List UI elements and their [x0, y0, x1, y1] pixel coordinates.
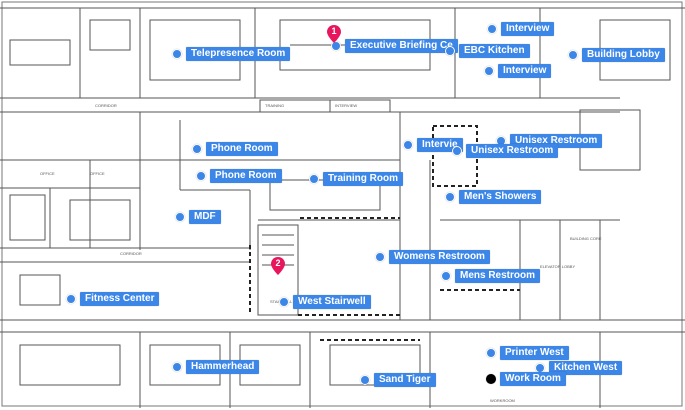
- pin-training-room[interactable]: Training Room: [309, 172, 403, 186]
- pin-work-room[interactable]: Work Room: [486, 372, 566, 386]
- location-dot-icon: [375, 252, 385, 262]
- pin-interview-2[interactable]: Interview: [484, 64, 552, 78]
- map-marker-1[interactable]: 1: [327, 25, 341, 43]
- location-dot-icon: [172, 362, 182, 372]
- location-dot-icon: [172, 49, 182, 59]
- pin-label: Men's Showers: [459, 190, 542, 204]
- svg-text:ELEVATOR LOBBY: ELEVATOR LOBBY: [540, 264, 575, 269]
- pin-west-stairwell[interactable]: West Stairwell: [279, 295, 371, 309]
- pin-label: West Stairwell: [293, 295, 371, 309]
- location-dot-icon: [484, 66, 494, 76]
- location-dot-icon: [486, 348, 496, 358]
- location-dot-icon: [403, 140, 413, 150]
- svg-text:TRAINING: TRAINING: [265, 103, 284, 108]
- pin-label: Fitness Center: [80, 292, 160, 306]
- pin-label: Printer West: [500, 346, 569, 360]
- location-dot-icon: [452, 146, 462, 156]
- pin-executive-briefing[interactable]: Executive Briefing Ce: [331, 39, 458, 53]
- location-dot-icon: [66, 294, 76, 304]
- pin-label: MDF: [189, 210, 221, 224]
- pin-label: Building Lobby: [582, 48, 665, 62]
- pin-building-lobby[interactable]: Building Lobby: [568, 48, 665, 62]
- location-dot-icon: [279, 297, 289, 307]
- pin-fitness-center[interactable]: Fitness Center: [66, 292, 160, 306]
- pin-hammerhead[interactable]: Hammerhead: [172, 360, 260, 374]
- map-pin-icon: [271, 257, 285, 275]
- pin-label: Hammerhead: [186, 360, 260, 374]
- location-dot-icon: [568, 50, 578, 60]
- pin-mens-showers[interactable]: Men's Showers: [445, 190, 542, 204]
- pin-unisex-restroom-2[interactable]: Unisex Restroom: [452, 144, 559, 158]
- location-dot-icon: [445, 192, 455, 202]
- svg-text:CORRIDOR: CORRIDOR: [95, 103, 117, 108]
- pin-phone-room-2[interactable]: Phone Room: [196, 169, 282, 183]
- pin-printer-west[interactable]: Printer West: [486, 346, 569, 360]
- pin-womens-restroom[interactable]: Womens Restroom: [375, 250, 490, 264]
- pin-label: Interview: [501, 22, 555, 36]
- pin-label: Phone Room: [210, 169, 282, 183]
- svg-text:BUILDING CORE: BUILDING CORE: [570, 236, 602, 241]
- pin-label: Executive Briefing Ce: [345, 39, 458, 53]
- pin-label: Telepresence Room: [186, 47, 291, 61]
- pin-mdf[interactable]: MDF: [175, 210, 221, 224]
- location-dot-icon: [441, 271, 451, 281]
- pin-label: Womens Restroom: [389, 250, 490, 264]
- marker-number: 2: [275, 258, 281, 268]
- location-dot-icon: [309, 174, 319, 184]
- location-dot-icon: [360, 375, 370, 385]
- location-dot-icon: [175, 212, 185, 222]
- pin-label: Mens Restroom: [455, 269, 541, 283]
- svg-text:INTERVIEW: INTERVIEW: [335, 103, 357, 108]
- pin-label: Intervie: [417, 138, 463, 152]
- pin-label: EBC Kitchen: [459, 44, 530, 58]
- pin-interview-1[interactable]: Interview: [487, 22, 555, 36]
- svg-text:OFFICE: OFFICE: [90, 171, 105, 176]
- svg-text:OFFICE: OFFICE: [40, 171, 55, 176]
- map-marker-2[interactable]: 2: [271, 257, 285, 275]
- location-dot-icon: [445, 46, 455, 56]
- svg-text:CORRIDOR: CORRIDOR: [120, 251, 142, 256]
- map-pin-icon: [327, 25, 341, 43]
- pin-label: Phone Room: [206, 142, 278, 156]
- pin-label: Work Room: [500, 372, 566, 386]
- pin-label: Training Room: [323, 172, 403, 186]
- pin-label: Interview: [498, 64, 552, 78]
- marker-number: 1: [331, 26, 337, 36]
- pin-telepresence-room[interactable]: Telepresence Room: [172, 47, 291, 61]
- pin-sand-tiger[interactable]: Sand Tiger: [360, 373, 436, 387]
- location-dot-icon: [192, 144, 202, 154]
- location-dot-icon: [486, 374, 496, 384]
- pin-mens-restroom[interactable]: Mens Restroom: [441, 269, 541, 283]
- pin-label: Sand Tiger: [374, 373, 436, 387]
- pin-ebc-kitchen[interactable]: EBC Kitchen: [445, 44, 530, 58]
- pin-phone-room-1[interactable]: Phone Room: [192, 142, 278, 156]
- location-dot-icon: [487, 24, 497, 34]
- pin-label: Unisex Restroom: [466, 144, 559, 158]
- location-dot-icon: [331, 41, 341, 51]
- pin-label: Kitchen West: [549, 361, 623, 375]
- location-dot-icon: [196, 171, 206, 181]
- pin-interview-3[interactable]: Intervie: [403, 138, 463, 152]
- svg-text:WORKROOM: WORKROOM: [490, 398, 515, 403]
